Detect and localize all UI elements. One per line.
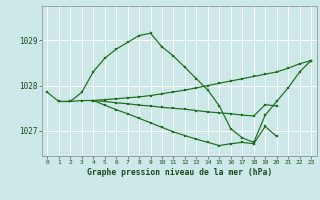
X-axis label: Graphe pression niveau de la mer (hPa): Graphe pression niveau de la mer (hPa)	[87, 168, 272, 177]
